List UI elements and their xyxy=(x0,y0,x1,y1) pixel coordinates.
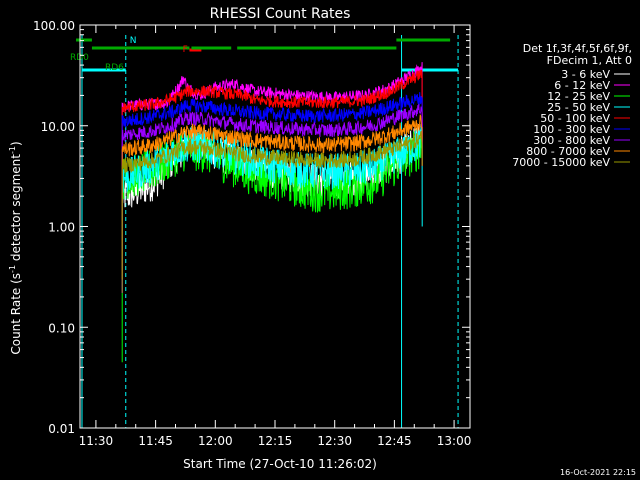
y-axis-label-main: Count Rate (s xyxy=(9,273,23,355)
series-line xyxy=(121,130,423,293)
legend-header-line2: FDecim 1, Att 0 xyxy=(547,54,632,67)
x-tick-label: 12:00 xyxy=(198,434,233,448)
x-tick-label: 11:30 xyxy=(79,434,114,448)
series-line xyxy=(121,114,423,280)
legend: Det 1f,3f,4f,5f,6f,9f, FDecim 1, Att 0 3… xyxy=(512,42,632,169)
svg-text:Count Rate (s-1 detector segme: Count Rate (s-1 detector segment-1) xyxy=(8,141,23,354)
y-tick-label: 0.01 xyxy=(48,422,75,436)
y-axis-ticks: 0.01 0.10 1.00 10.00 100.00 xyxy=(33,19,470,436)
status-label: RD6 xyxy=(105,63,124,73)
y-tick-label: 0.10 xyxy=(48,321,75,335)
y-axis-label: Count Rate (s-1 detector segment-1) xyxy=(8,141,23,354)
legend-label: 3 - 6 keV xyxy=(561,68,610,81)
legend-label: 100 - 300 keV xyxy=(533,123,610,136)
series-line xyxy=(121,127,423,293)
y-tick-label: 10.00 xyxy=(41,120,75,134)
legend-label: 800 - 7000 keV xyxy=(526,145,610,158)
x-axis-ticks: 11:30 11:45 12:00 12:15 12:30 12:45 13:00 xyxy=(79,25,472,448)
y-axis-label-rest: detector segment xyxy=(9,154,23,265)
status-label: F xyxy=(183,45,188,55)
y-axis-label-sup2: -1 xyxy=(8,146,17,154)
y-tick-label: 100.00 xyxy=(33,19,75,33)
legend-label: 6 - 12 keV xyxy=(554,79,610,92)
legend-header-line1: Det 1f,3f,4f,5f,6f,9f, xyxy=(523,42,632,55)
y-axis-label-sup1: -1 xyxy=(8,265,17,273)
status-label: N xyxy=(130,36,137,46)
y-axis-label-end: ) xyxy=(9,141,23,146)
x-tick-label: 12:30 xyxy=(317,434,352,448)
chart-title: RHESSI Count Rates xyxy=(210,6,351,22)
x-tick-label: 12:45 xyxy=(377,434,412,448)
y-tick-label: 1.00 xyxy=(48,221,75,235)
x-tick-label: 13:00 xyxy=(437,434,472,448)
legend-label: 50 - 100 keV xyxy=(540,112,610,125)
timestamp: 16-Oct-2021 22:15 xyxy=(560,468,636,477)
x-tick-label: 12:15 xyxy=(258,434,293,448)
series-line xyxy=(121,92,423,293)
series-line xyxy=(121,69,423,293)
axes xyxy=(79,24,471,429)
legend-label: 25 - 50 keV xyxy=(547,101,610,114)
plot-frame xyxy=(79,24,471,429)
x-axis-label: Start Time (27-Oct-10 11:26:02) xyxy=(183,457,377,471)
legend-label: 300 - 800 keV xyxy=(533,134,610,147)
legend-label: 7000 - 15000 keV xyxy=(512,156,610,169)
legend-label: 12 - 25 keV xyxy=(547,90,610,103)
x-tick-label: 11:45 xyxy=(138,434,173,448)
series-line xyxy=(121,104,423,293)
